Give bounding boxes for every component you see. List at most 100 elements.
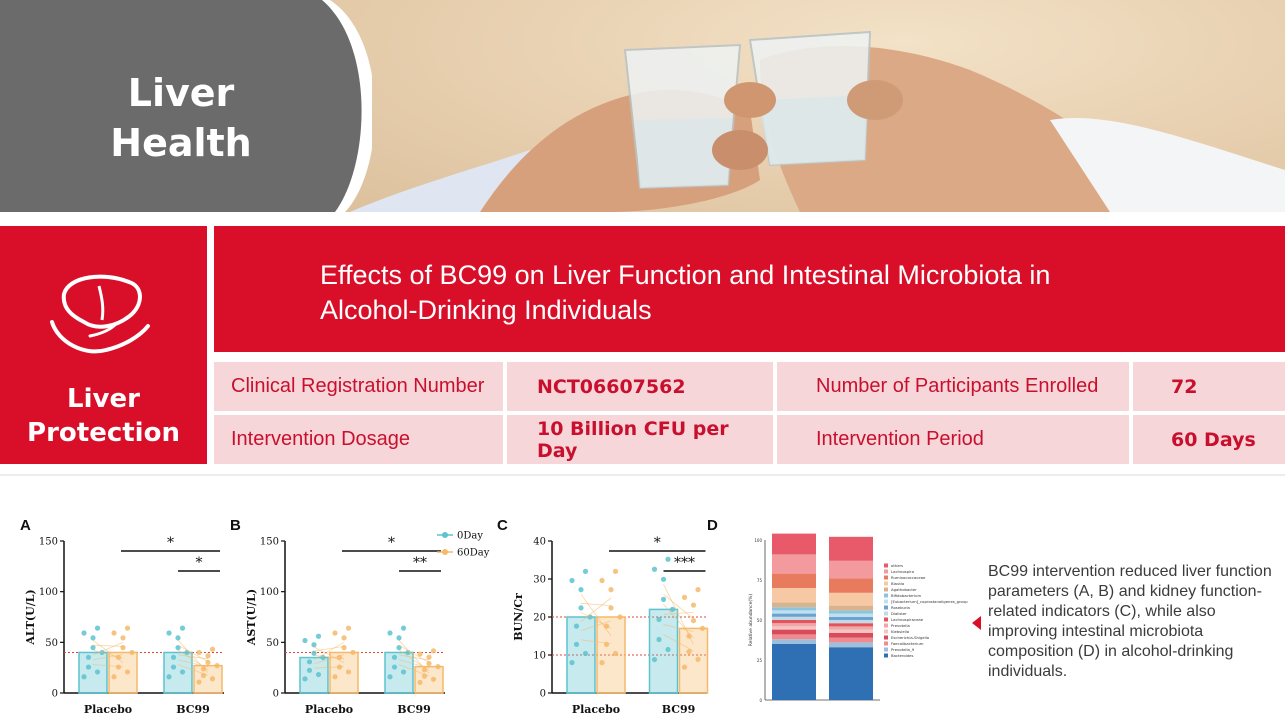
paired-line [177, 649, 209, 671]
legend-label: Roseburia [891, 605, 910, 610]
stack-segment-bacteroides [829, 647, 873, 700]
paired-line [313, 645, 345, 652]
data-point [341, 635, 347, 641]
stack-segment-agathobacter [829, 605, 873, 611]
legend-label: Lachnospira [891, 569, 914, 574]
y-tick-label: 0 [52, 689, 58, 700]
data-point [612, 650, 619, 657]
side-label: Liver Protection [0, 382, 207, 450]
bar-placebo-60day [329, 651, 359, 694]
y-tick-label: 20 [533, 613, 546, 624]
x-tick-label: BC99 [397, 703, 431, 716]
panel-letter-A: A [20, 517, 31, 534]
x-tick-label: BC99 [662, 703, 696, 716]
legend-label: Escherichia-Shigella [891, 635, 929, 640]
bar-placebo-60day [108, 651, 138, 694]
liver-protection-block: Liver Protection [0, 226, 207, 464]
significance-mark: * [196, 555, 203, 571]
bar-placebo-0day [566, 616, 596, 694]
bar-bc99-0day [163, 651, 193, 694]
stack-segment-[eubacterium]_coprostanoligenes_group [829, 613, 873, 617]
data-point [617, 614, 623, 620]
data-point [205, 653, 211, 659]
data-point [120, 645, 126, 651]
legend-label: Blautia [891, 581, 904, 586]
stack-segment-roseburia [772, 613, 816, 617]
stack-segment-dialister [829, 620, 873, 624]
paired-line [92, 641, 124, 656]
data-point [665, 556, 671, 562]
stack-segment-escherichia-shigella [829, 632, 873, 638]
data-point [81, 630, 87, 636]
bar-bc99-0day [384, 651, 414, 694]
liver-hand-icon [50, 274, 150, 354]
legend-label: Prevotella_9 [891, 647, 915, 652]
y-tick-label: 0 [759, 698, 762, 703]
legend-label: 60Day [457, 548, 490, 559]
y-tick-label: 75 [757, 578, 763, 583]
x-tick-label: BC99 [176, 703, 210, 716]
participants-value: 72 [1133, 362, 1285, 411]
data-point [214, 663, 220, 669]
data-point [660, 576, 667, 582]
data-point [660, 596, 667, 602]
data-point [578, 605, 584, 611]
paired-line [663, 634, 694, 652]
stack-segment-klebsiella [772, 626, 816, 630]
paired-line [663, 594, 694, 620]
data-point [599, 660, 605, 666]
data-point [582, 650, 589, 657]
paired-line [398, 644, 430, 664]
hero-banner: Liver Health [0, 0, 1285, 212]
legend-swatch [884, 641, 888, 646]
stack-segment-prevotella [772, 623, 816, 627]
paired-line [313, 654, 345, 665]
paired-line [177, 640, 209, 673]
bar-bc99-60day [414, 665, 444, 694]
data-point [306, 667, 313, 673]
bar-placebo-0day [78, 651, 108, 694]
data-point [681, 664, 688, 670]
stack-segment-[eubacterium]_coprostanoligenes_group [772, 610, 816, 614]
paired-line [313, 641, 345, 661]
data-point [170, 664, 177, 670]
period-value: 60 Days [1133, 415, 1285, 464]
data-point [179, 625, 186, 631]
stack-segment-prevotella_9 [772, 639, 816, 644]
x-tick-label: Placebo [84, 703, 132, 716]
paired-line [580, 597, 612, 622]
y-tick-label: 50 [45, 638, 58, 649]
data-point [170, 654, 177, 660]
data-point [573, 641, 580, 647]
stack-segment-others [772, 533, 816, 555]
data-point [656, 616, 662, 623]
paired-line [92, 654, 124, 661]
data-point [569, 660, 575, 666]
data-point [400, 669, 407, 675]
data-point [695, 656, 701, 663]
data-point [387, 630, 393, 636]
data-point [690, 602, 697, 608]
paired-line [313, 666, 345, 669]
stack-segment-roseburia [829, 616, 873, 620]
data-point [417, 679, 423, 686]
significance-mark: ** [413, 555, 427, 571]
stack-segment-bifidobacterium [829, 610, 873, 614]
legend-swatch [884, 587, 888, 592]
paired-line [398, 659, 430, 669]
data-point [166, 674, 172, 680]
data-point [315, 633, 322, 639]
legend-swatch [442, 532, 448, 538]
data-point [396, 635, 402, 641]
data-point [302, 676, 308, 682]
data-point [612, 568, 619, 574]
bar-placebo-0day [299, 656, 329, 694]
legend-swatch [884, 623, 888, 628]
hero-title-line2: Health [110, 121, 252, 165]
legend-label: Bacteroides [891, 653, 913, 658]
dosage-label: Intervention Dosage [214, 415, 503, 464]
data-point [417, 651, 423, 657]
data-point [686, 649, 692, 655]
y-tick-label: 100 [754, 538, 762, 543]
